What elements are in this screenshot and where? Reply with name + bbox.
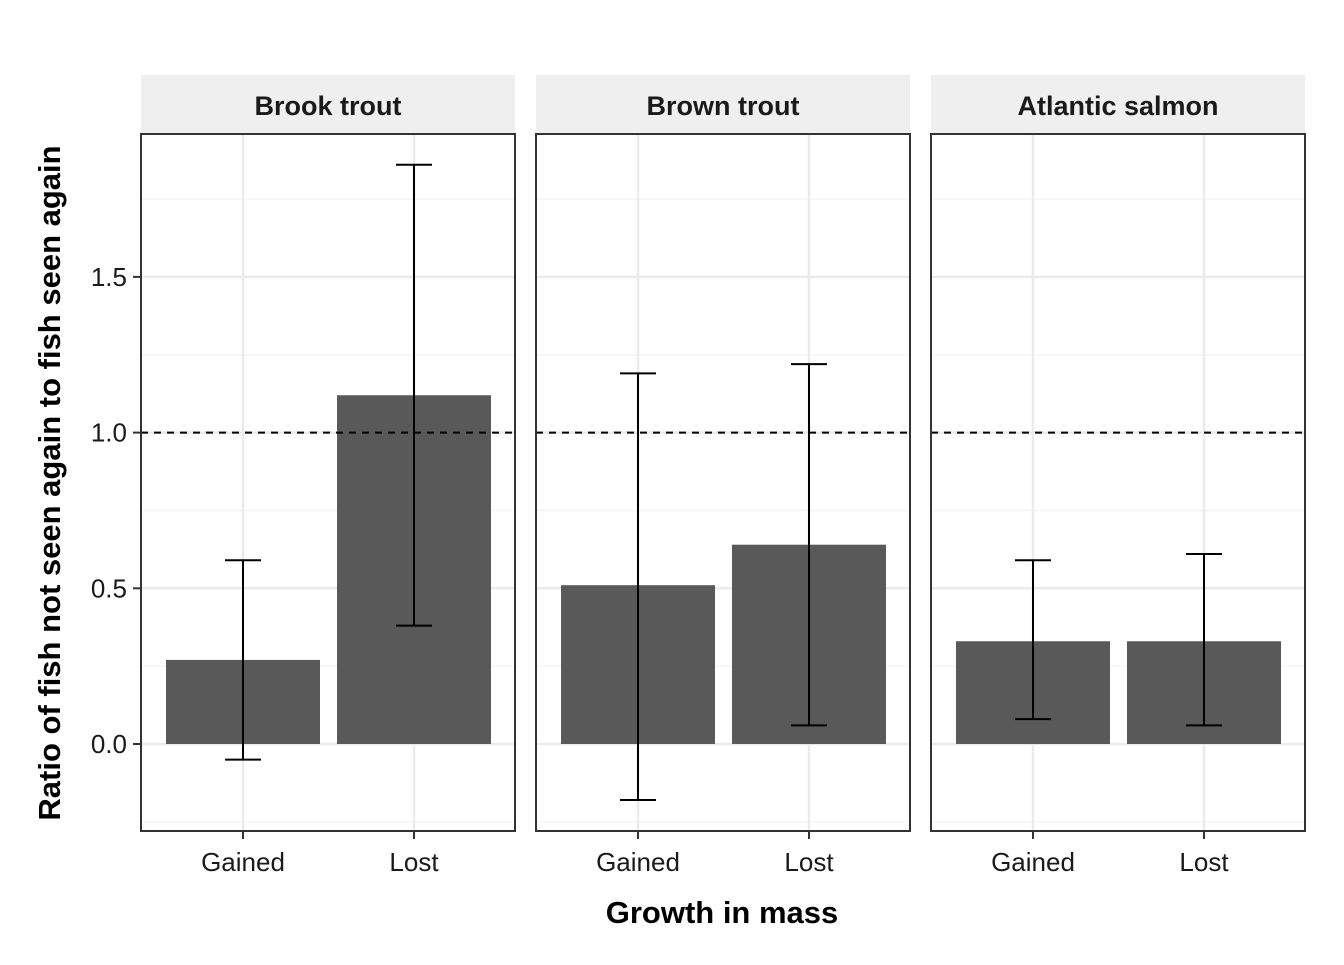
y-tick-label: 0.5: [91, 573, 127, 603]
y-tick-label: 0.0: [91, 729, 127, 759]
x-tick-label-lost: Lost: [389, 847, 439, 877]
facet-title-brook-trout: Brook trout: [255, 91, 402, 121]
facet-strip-brook-trout: [141, 75, 515, 133]
x-tick-label-gained: Gained: [201, 847, 285, 877]
panel-border: [535, 133, 911, 832]
facet-title-brown-trout: Brown trout: [647, 91, 800, 121]
facet-title-atlantic-salmon: Atlantic salmon: [1017, 91, 1218, 121]
x-tick-label-gained: Gained: [991, 847, 1075, 877]
x-tick-label-gained: Gained: [596, 847, 680, 877]
panel-border: [930, 133, 1306, 832]
y-tick-label: 1.0: [91, 418, 127, 448]
facet-strip-brown-trout: [536, 75, 910, 133]
x-tick-label-lost: Lost: [784, 847, 834, 877]
facet-strip-atlantic-salmon: [931, 75, 1305, 133]
y-axis-label: Ratio of fish not seen again to fish see…: [32, 145, 67, 820]
x-tick-label-lost: Lost: [1179, 847, 1229, 877]
y-tick-label: 1.5: [91, 262, 127, 292]
panel-border: [140, 133, 516, 832]
x-axis-label: Growth in mass: [606, 895, 839, 930]
